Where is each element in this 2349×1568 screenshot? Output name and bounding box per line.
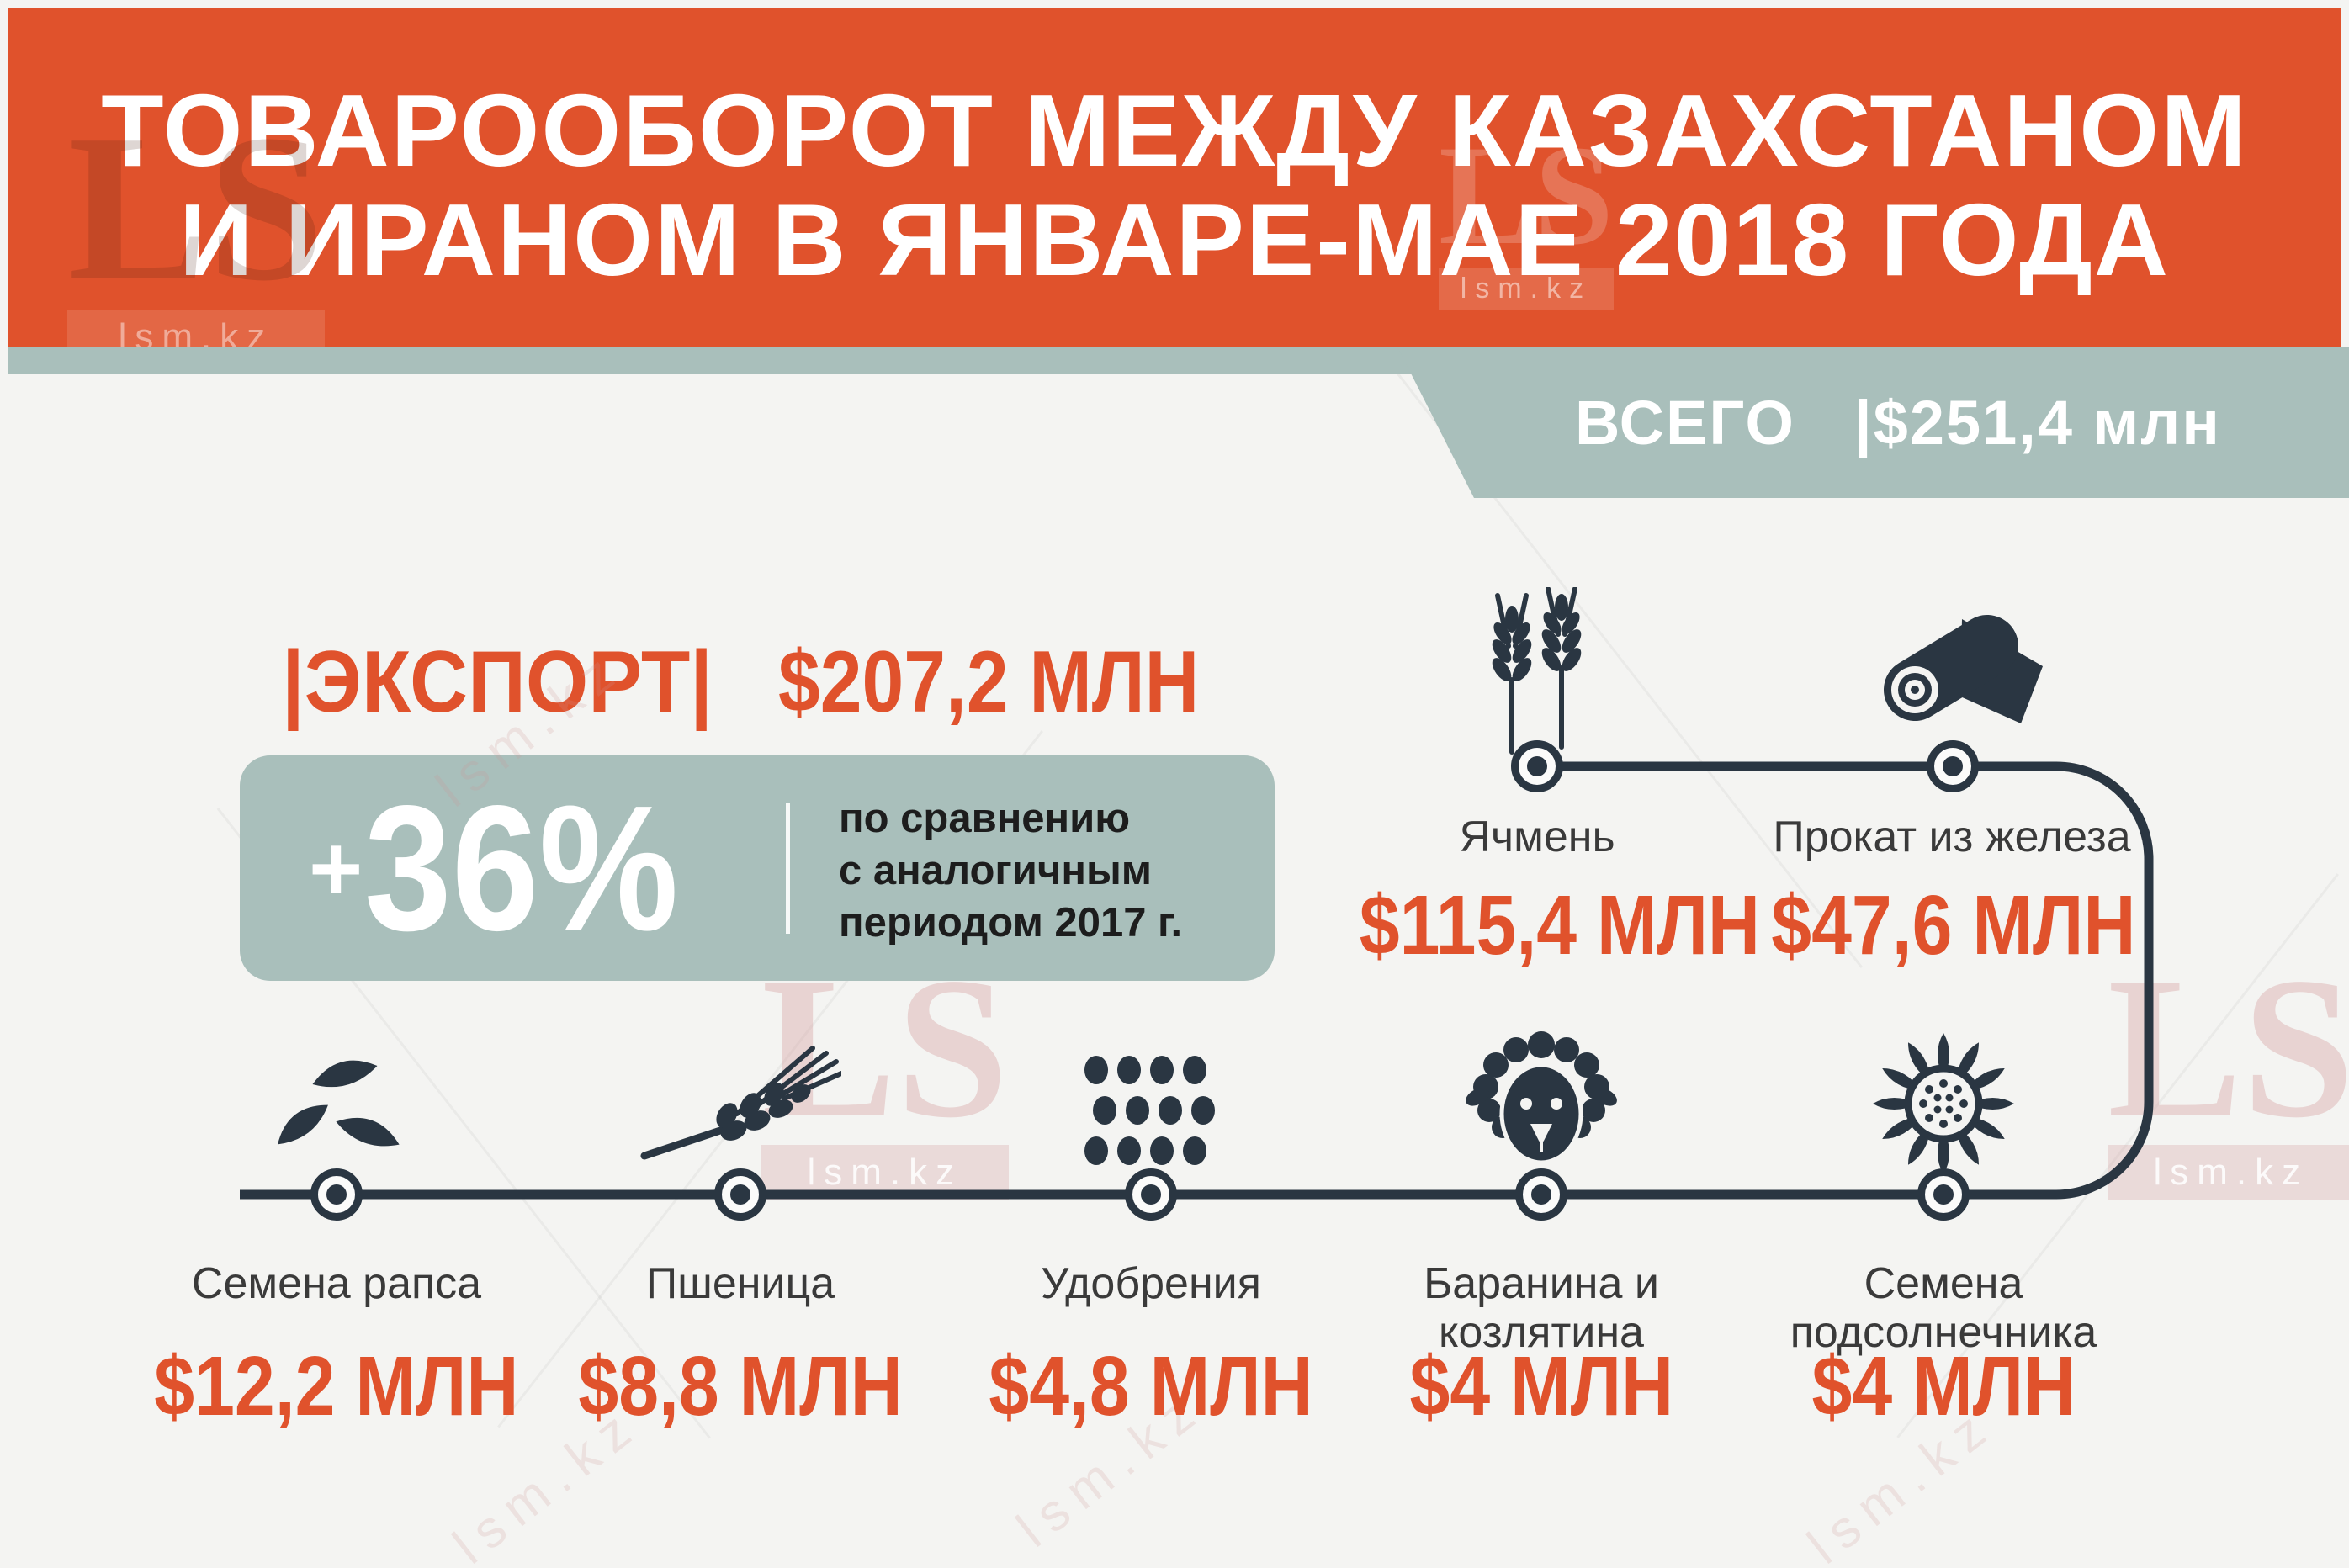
item-value: $4,8 МЛН [989, 1339, 1313, 1433]
item-label: Удобрения [1041, 1259, 1261, 1308]
growth-divider [786, 803, 790, 934]
wheat-icon [640, 1046, 841, 1160]
item-value: $47,6 МЛН [1771, 878, 2136, 972]
timeline-node [1125, 1168, 1177, 1221]
sheep-icon [1466, 1031, 1617, 1165]
item-label: Ячмень [1459, 813, 1615, 861]
growth-note-line-3: периодом 2017 г. [839, 900, 1183, 946]
rapeseed-icon [278, 1060, 400, 1147]
item-label: Пшеница [645, 1259, 835, 1308]
sunflower-icon [1873, 1033, 2014, 1174]
timeline-node [1511, 740, 1563, 792]
export-value: $207,2 МЛН [778, 633, 1200, 731]
timeline-node [714, 1168, 766, 1221]
total-banner: ВСЕГО |$251,4 млн [1397, 347, 2349, 498]
growth-note-line-2: с аналогичным [839, 848, 1153, 893]
watermark-ls: LS lsm.kz [1439, 124, 1614, 310]
item-value: $12,2 МЛН [154, 1339, 519, 1433]
export-growth-box: + 36% по сравнению с аналогичным периодо… [240, 755, 1275, 981]
fertilizer-icon [1084, 1056, 1215, 1165]
page-title-line-2: И ИРАНОМ В ЯНВАРЕ-МАЕ 2018 ГОДА [178, 183, 2170, 297]
total-label: ВСЕГО [1574, 387, 1795, 458]
export-label: |ЭКСПОРТ| [282, 633, 713, 731]
growth-percent: 36% [364, 768, 679, 967]
item-label: Семена рапса [191, 1259, 482, 1308]
item-label: Семена подсолнечника [1790, 1259, 2097, 1357]
growth-plus-sign: + [309, 817, 363, 920]
timeline-node [1917, 1168, 1970, 1221]
growth-note: по сравнению с аналогичным периодом 2017… [839, 792, 1276, 949]
timeline-node [310, 1168, 363, 1221]
timeline-node [1515, 1168, 1567, 1221]
item-label: Прокат из железа [1773, 813, 2131, 861]
item-value: $115,4 МЛН [1359, 878, 1761, 972]
item-value: $8,8 МЛН [578, 1339, 903, 1433]
iron-roll-icon [1884, 615, 2043, 723]
total-value: |$251,4 млн [1853, 387, 2221, 458]
item-value: $4 МЛН [1409, 1339, 1673, 1433]
item-value: $4 МЛН [1811, 1339, 2076, 1433]
header: ТОВАРООБОРОТ МЕЖДУ КАЗАХСТАНОМ И ИРАНОМ … [8, 8, 2341, 365]
timeline-node [1927, 740, 1979, 792]
page-title-line-1: ТОВАРООБОРОТ МЕЖДУ КАЗАХСТАНОМ [101, 73, 2248, 188]
barley-icon [1492, 587, 1582, 755]
item-label: Баранина и козлятина [1424, 1259, 1659, 1357]
growth-note-line-1: по сравнению [839, 796, 1131, 841]
